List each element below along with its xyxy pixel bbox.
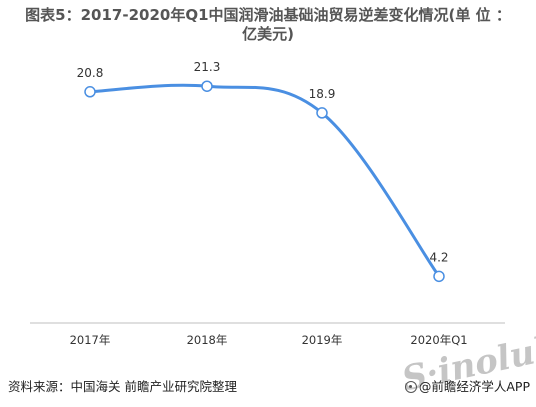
source-note: 资料来源：中国海关 前瞻产业研究院整理 xyxy=(8,379,237,394)
brand-icon xyxy=(404,381,417,393)
series-line xyxy=(88,83,441,278)
data-point xyxy=(201,80,213,92)
x-tick-label: 2019年 xyxy=(302,333,343,347)
data-label: 4.2 xyxy=(429,250,448,264)
data-label: 21.3 xyxy=(194,60,221,74)
x-tick-label: 2017年 xyxy=(70,333,111,347)
x-tick-label: 2020年Q1 xyxy=(410,333,467,347)
data-label: 18.9 xyxy=(309,87,336,101)
brand-text: @前瞻经济学人APP xyxy=(418,379,530,394)
chart-title-line1: 图表5：2017-2020年Q1中国润滑油基础油贸易逆差变化情况(单 位 ： xyxy=(25,6,511,24)
chart-title: 图表5：2017-2020年Q1中国润滑油基础油贸易逆差变化情况(单 位 ： 亿… xyxy=(0,6,536,44)
brand-credit: @前瞻经济学人APP xyxy=(404,376,530,395)
data-label: 20.8 xyxy=(77,66,104,80)
data-point xyxy=(316,107,328,119)
chart-title-line2: 亿美元) xyxy=(242,25,294,43)
data-point xyxy=(84,86,96,98)
x-tick-label: 2018年 xyxy=(187,333,228,347)
data-point xyxy=(433,270,445,283)
